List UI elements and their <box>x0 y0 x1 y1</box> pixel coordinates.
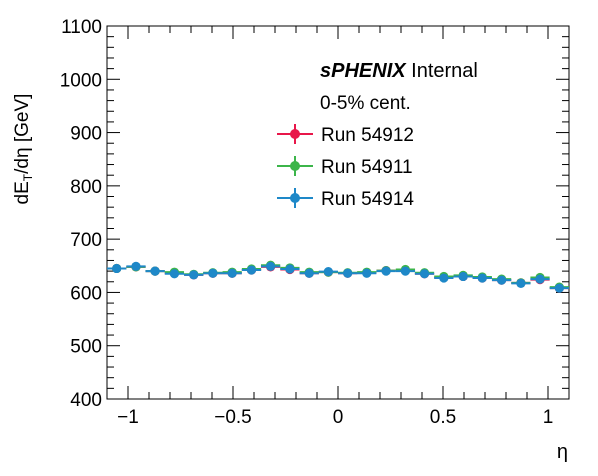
legend-label: Run 54912 <box>321 125 414 146</box>
data-point <box>497 276 506 285</box>
data-point <box>362 269 371 278</box>
data-point <box>285 264 294 273</box>
data-point <box>401 267 410 276</box>
data-point <box>439 273 448 282</box>
y-axis-label: dET/dη [GeV] <box>12 94 35 205</box>
series-3 <box>107 262 569 293</box>
data-point <box>189 270 198 279</box>
legend-label: Run 54911 <box>321 157 413 178</box>
x-tick-label: 0 <box>333 407 344 428</box>
y-tick-label: 700 <box>70 230 102 251</box>
data-point <box>555 284 564 293</box>
x-tick-label: 0.5 <box>430 407 456 428</box>
data-point <box>170 269 179 278</box>
data-point <box>112 264 121 273</box>
data-point <box>381 267 390 276</box>
data-point <box>266 262 275 271</box>
x-axis: −1 −0.5 0 0.5 1 <box>107 26 569 428</box>
data-point <box>305 269 314 278</box>
x-tick-label: 1 <box>543 407 554 428</box>
y-tick-label: 800 <box>70 177 102 198</box>
data-point <box>228 269 237 278</box>
x-tick-label: −1 <box>117 407 139 428</box>
data-point <box>324 267 333 276</box>
experiment-brand: sPHENIX <box>320 60 407 82</box>
legend-marker <box>290 193 300 203</box>
data-point <box>516 279 525 288</box>
centrality-label: 0-5% cent. <box>320 93 411 114</box>
x-tick-label: −0.5 <box>214 407 252 428</box>
data-point <box>459 272 468 281</box>
y-tick-label: 500 <box>70 337 102 358</box>
data-point <box>247 265 256 274</box>
y-tick-label: 400 <box>70 390 102 411</box>
legend-item-1: Run 54912 <box>277 124 414 146</box>
experiment-status: Internal <box>411 60 478 82</box>
y-tick-label: 900 <box>70 124 102 145</box>
y-axis-label-tail: /dη [GeV] <box>12 94 33 174</box>
legend-marker <box>290 161 300 171</box>
data-point <box>535 275 544 284</box>
data-point <box>478 273 487 282</box>
y-axis: 400 500 600 700 800 900 1000 1100 <box>60 17 569 411</box>
legend-item-2: Run 54911 <box>277 156 413 178</box>
experiment-label: sPHENIX Internal <box>320 60 478 82</box>
data-point <box>150 267 159 276</box>
legend: Run 54912 Run 54911 Run 54914 <box>277 124 414 210</box>
data-point <box>343 269 352 278</box>
y-tick-label: 600 <box>70 283 102 304</box>
y-tick-label: 1100 <box>61 17 102 38</box>
data-point <box>131 262 140 271</box>
legend-item-3: Run 54914 <box>277 188 414 210</box>
legend-marker <box>290 129 300 139</box>
y-axis-label-main: dE <box>12 181 33 204</box>
y-tick-label: 1000 <box>60 70 102 91</box>
legend-label: Run 54914 <box>321 189 414 210</box>
data-point <box>420 269 429 278</box>
data-markers <box>107 261 569 293</box>
data-point <box>208 269 217 278</box>
x-axis-label: η <box>557 441 568 463</box>
